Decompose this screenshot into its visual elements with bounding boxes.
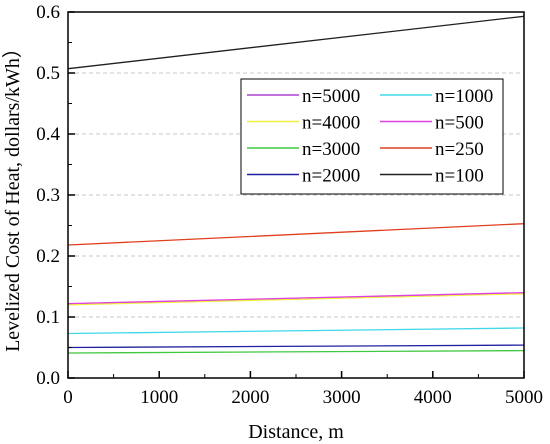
y-tick-label: 0.0 [36,368,60,389]
series-line [67,327,525,335]
legend-label: n=250 [435,139,484,160]
legend-label: n=2000 [302,166,360,187]
series-line [67,293,525,306]
legend-label: n=1000 [435,86,493,107]
y-tick-label: 0.5 [36,63,60,84]
legend-label: n=5000 [302,86,360,107]
legend-label: n=3000 [302,139,360,160]
legend-label: n=500 [435,113,484,134]
legend-label: n=4000 [302,113,360,134]
series-line [67,223,525,246]
series-lines [67,15,525,354]
x-tick-label: 5000 [505,387,543,408]
y-tick-label: 0.3 [36,185,60,206]
y-tick-label: 0.2 [36,246,60,267]
legend-box [240,78,504,195]
x-tick-label: 1000 [140,387,178,408]
legend-label: n=100 [435,166,484,187]
y-axis-title: Levelized Cost of Heat, dollars/kWh） [1,38,24,352]
series-line [67,291,525,305]
series-line [67,15,525,70]
x-tick-label: 0 [63,387,73,408]
series-line [67,344,525,349]
y-tick-label: 0.6 [36,2,60,23]
series-line [67,349,525,354]
y-tick-label: 0.4 [36,124,60,145]
x-tick-label: 4000 [414,387,452,408]
y-tick-label: 0.1 [36,307,60,328]
x-axis-title: Distance, m [248,421,344,443]
legend: n=5000 n=1000 n=4000 n=500 n=3000 n=250 n=2000… [240,78,504,195]
x-tick-label: 2000 [231,387,269,408]
axis-ticks: 0.0 0.1 0.2 0.3 0.4 0.5 0.6 0 1000 2000 3000 4000 50… [36,2,543,408]
x-tick-label: 3000 [323,387,361,408]
